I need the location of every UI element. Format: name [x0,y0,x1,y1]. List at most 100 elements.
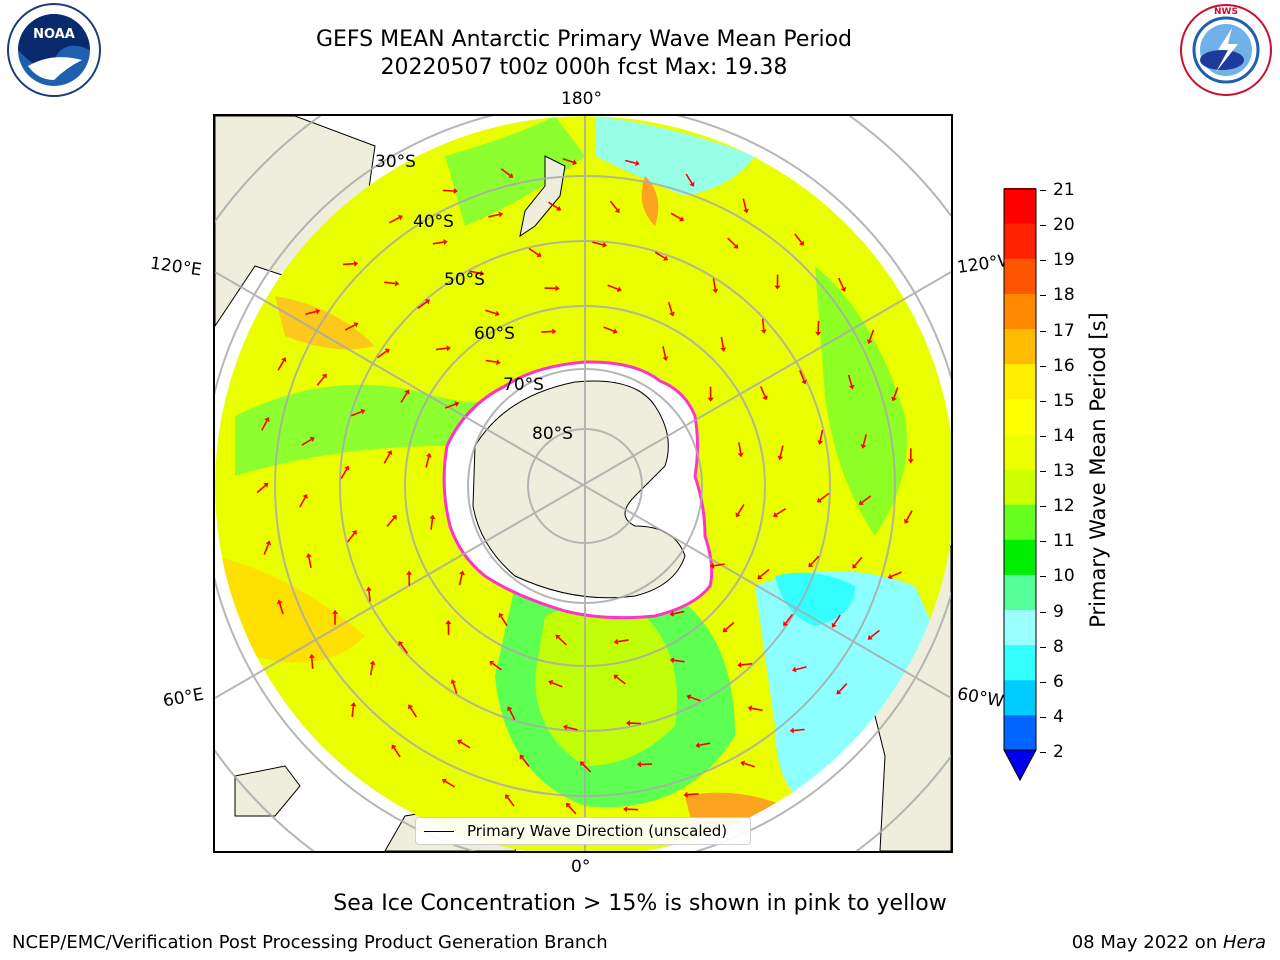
wave-arrow [369,664,374,676]
wave-arrow [485,359,497,363]
wave-arrow-head [709,562,715,569]
wave-arrow [720,336,724,348]
wave-arrow-head [858,500,864,505]
wave-arrow [261,420,268,431]
wave-arrow [316,376,325,386]
wave-arrow [409,707,418,718]
colorbar-tick-label: 17 [1053,320,1075,341]
wave-arrow-head [391,744,397,750]
colorbar-tick-label: 13 [1053,461,1075,481]
wave-arrow [344,324,356,331]
wave-arrow [548,201,559,209]
wave-arrow-head [360,408,366,415]
wave-arrow [425,456,430,468]
wave-arrow-head [635,160,640,167]
wave-arrow [508,709,516,721]
colorbar-tick-mark [1040,365,1046,367]
wave-arrow [389,216,400,224]
wave-arrow-head [689,181,695,187]
wave-arrow-head [774,285,781,290]
wave-arrow [566,726,578,731]
colorbar-tick-mark [1040,646,1046,648]
lat-label-80s: 80°S [532,424,573,444]
colorbar-tick-mark [1040,611,1046,613]
wave-arrow [435,347,448,351]
wave-arrow-head [425,452,432,458]
wave-arrow [400,392,408,403]
wave-arrow-head [831,622,837,628]
colorbar-segment [1004,363,1036,400]
wave-arrow-head [613,674,619,680]
wave-arrow-head [848,384,855,390]
colorbar-segment [1004,223,1036,259]
wave-arrow-head [315,308,321,315]
sea-ice-note: Sea Ice Concentration > 15% is shown in … [333,891,947,916]
wave-arrow [654,251,666,259]
wave-arrow-head [563,724,568,731]
colorbar-tick-label: 18 [1053,285,1075,306]
wave-arrow-head [808,562,814,568]
colorbar-segment [1004,293,1036,329]
wave-arrow-head [369,660,376,665]
colorbar-segment [1004,433,1036,470]
lat-label-40s: 40°S [413,212,454,232]
wave-arrow [775,508,787,516]
wave-arrow-head [904,518,910,524]
colorbar [1002,188,1042,782]
wave-arrow [458,574,463,586]
wave-arrow [837,277,845,289]
wave-arrow-head [686,694,692,700]
colorbar-tick-label: 6 [1053,671,1064,692]
wave-arrow [279,603,284,615]
wave-arrow-head [406,570,413,575]
wave-arrow [568,805,577,815]
wave-arrow [607,284,619,290]
wave-arrow [500,615,508,627]
lon-label-60w: 60°W [955,684,1006,712]
colorbar-label: Primary Wave Mean Period [s] [1086,312,1110,628]
wave-arrow-head [263,482,269,488]
colorbar-segment [1004,539,1036,575]
colorbar-tick-mark [1040,400,1046,402]
legend-line-swatch [424,831,454,832]
wave-arrow [854,556,863,567]
wave-arrow-head [429,514,436,520]
wave-arrow-head [799,240,804,246]
wave-arrow-head [321,373,327,379]
wave-arrow [799,370,805,381]
wave-arrow-head [737,661,742,668]
wave-arrow-head [446,345,451,352]
wave-arrow-head [572,159,577,166]
wave-arrow [727,237,737,247]
wave-arrow [817,320,820,332]
wave-arrow [759,386,766,397]
wave-arrow [528,247,539,256]
wave-arrow [819,429,824,441]
wave-arrow [751,707,763,712]
wave-arrow-head [302,494,308,499]
wave-arrow-head [404,389,410,395]
wave-arrow [742,198,747,210]
wave-arrow-head [507,706,513,712]
wave-arrow [713,563,725,567]
wave-arrow [785,613,794,624]
colorbar-tick-mark [1040,260,1046,262]
lat-label-70s: 70°S [503,375,544,395]
colorbar-tick-mark [1040,681,1046,683]
wave-arrow-head [887,573,893,580]
wave-arrow [460,741,471,749]
wave-arrow [603,326,615,332]
colorbar-tick-label: 15 [1053,390,1075,411]
wave-arrow-head [712,288,719,294]
wave-arrow-head [519,754,525,760]
wave-arrow-head [281,357,287,363]
colorbar-extend-triangle [1003,749,1037,782]
wave-arrow-head [613,638,619,645]
colorbar-tick-label: 21 [1053,180,1075,200]
colorbar-tick-label: 14 [1053,425,1075,446]
wave-arrow-head [740,760,746,767]
wave-arrow [761,318,765,330]
colorbar-tick-label: 4 [1053,706,1064,727]
colorbar-tick-label: 2 [1053,742,1064,762]
wave-arrow [891,571,902,578]
